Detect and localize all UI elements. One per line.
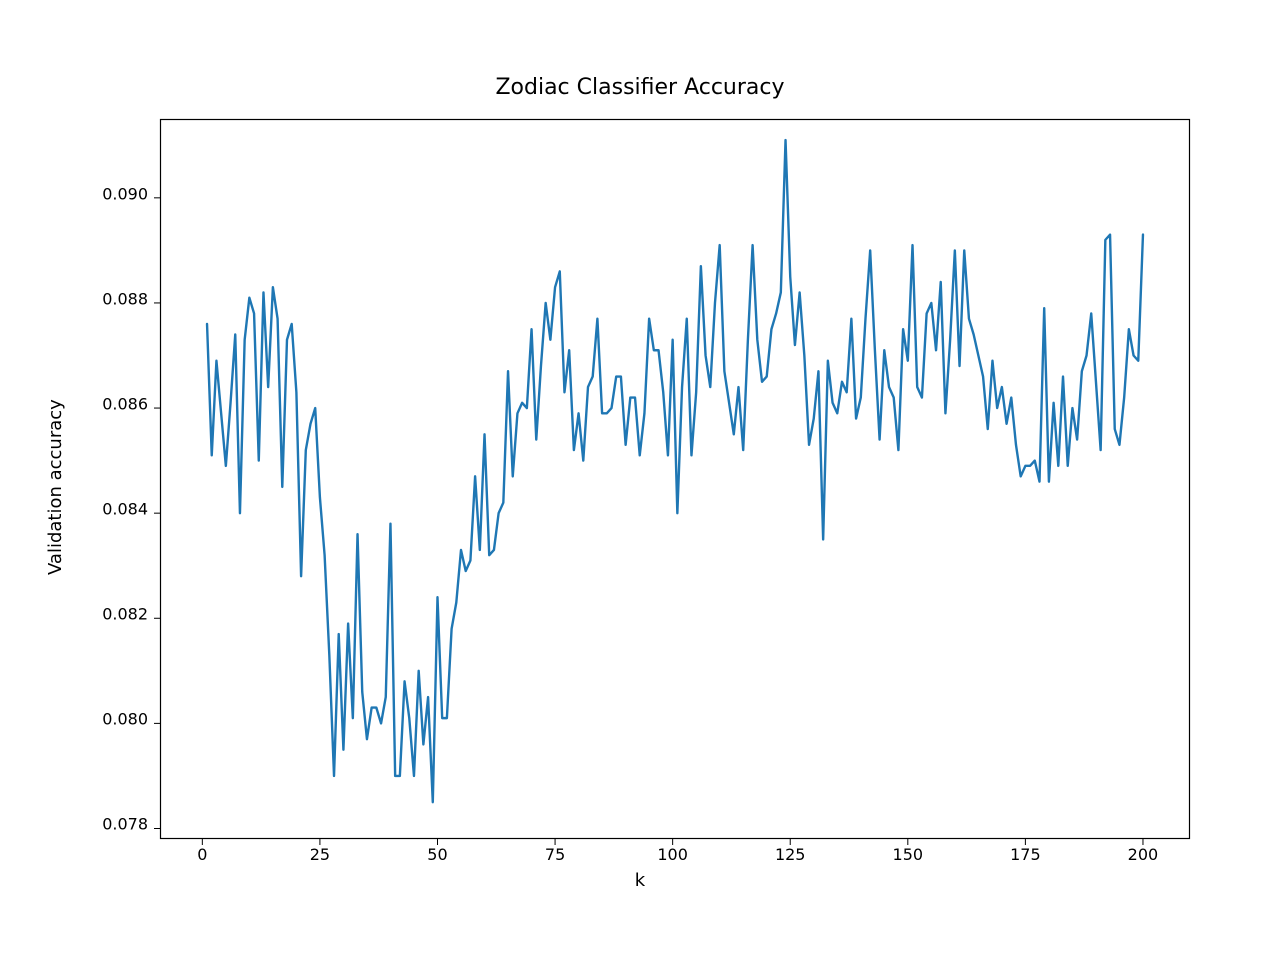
plot-svg xyxy=(160,115,1190,843)
y-tick-label: 0.084 xyxy=(102,500,148,519)
y-tick-label: 0.082 xyxy=(102,605,148,624)
plot-area xyxy=(160,115,1190,835)
y-tick-label: 0.080 xyxy=(102,710,148,729)
x-tick-label: 125 xyxy=(775,845,806,864)
x-tick-label: 25 xyxy=(310,845,330,864)
x-tick-label: 150 xyxy=(893,845,924,864)
y-tick-label: 0.090 xyxy=(102,184,148,203)
y-tick-label: 0.088 xyxy=(102,289,148,308)
x-tick-label: 175 xyxy=(1010,845,1041,864)
chart-title: Zodiac Classifier Accuracy xyxy=(0,75,1280,100)
figure: Zodiac Classifier Accuracy Validation ac… xyxy=(0,0,1280,960)
x-tick-label: 50 xyxy=(427,845,447,864)
x-axis-label: k xyxy=(0,870,1280,891)
x-tick-label: 200 xyxy=(1128,845,1159,864)
accuracy-line xyxy=(207,140,1143,802)
x-tick-label: 75 xyxy=(545,845,565,864)
y-tick-label: 0.086 xyxy=(102,395,148,414)
x-tick-label: 0 xyxy=(197,845,207,864)
y-axis-label: Validation accuracy xyxy=(45,399,66,575)
x-tick-label: 100 xyxy=(657,845,688,864)
axes-border xyxy=(161,120,1190,839)
y-tick-label: 0.078 xyxy=(102,815,148,834)
